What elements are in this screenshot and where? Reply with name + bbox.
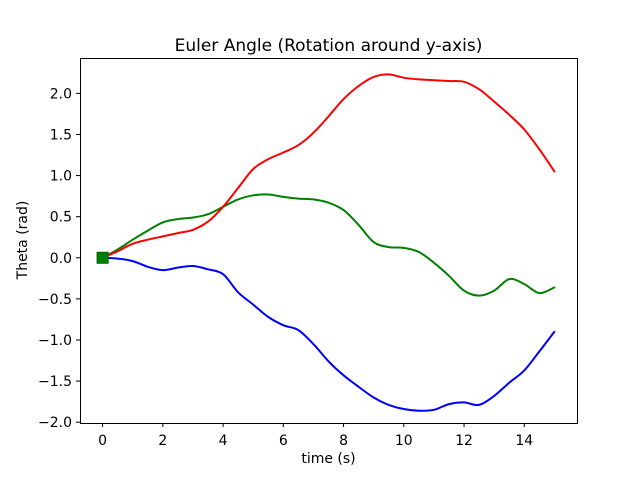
x-tick-label: 4 xyxy=(219,433,228,449)
x-tick-label: 14 xyxy=(515,433,533,449)
x-tick-label: 2 xyxy=(158,433,167,449)
y-tick-label: −1.0 xyxy=(38,333,72,349)
y-tick-label: 1.5 xyxy=(50,127,72,143)
y-tick-label: −0.5 xyxy=(38,292,72,308)
y-tick-label: 0.5 xyxy=(50,210,72,226)
start-marker-square xyxy=(96,251,109,264)
x-tick-label: 10 xyxy=(395,433,413,449)
x-axis-label: time (s) xyxy=(301,451,356,467)
chart-title: Euler Angle (Rotation around y-axis) xyxy=(174,36,483,56)
green-line-series xyxy=(101,193,556,297)
y-tick-label: 1.0 xyxy=(50,169,72,185)
axes-spines xyxy=(80,58,578,424)
y-tick-label: −1.5 xyxy=(38,374,72,390)
x-tick-label: 0 xyxy=(98,433,107,449)
y-tick-label: −2.0 xyxy=(38,415,72,431)
red-line-series xyxy=(101,73,556,259)
y-tick-label: 2.0 xyxy=(50,86,72,102)
blue-line-series xyxy=(101,256,556,412)
y-tick-label: 0.0 xyxy=(50,251,72,267)
x-tick-label: 6 xyxy=(279,433,288,449)
x-tick-label: 8 xyxy=(339,433,348,449)
x-tick-label: 12 xyxy=(455,433,473,449)
